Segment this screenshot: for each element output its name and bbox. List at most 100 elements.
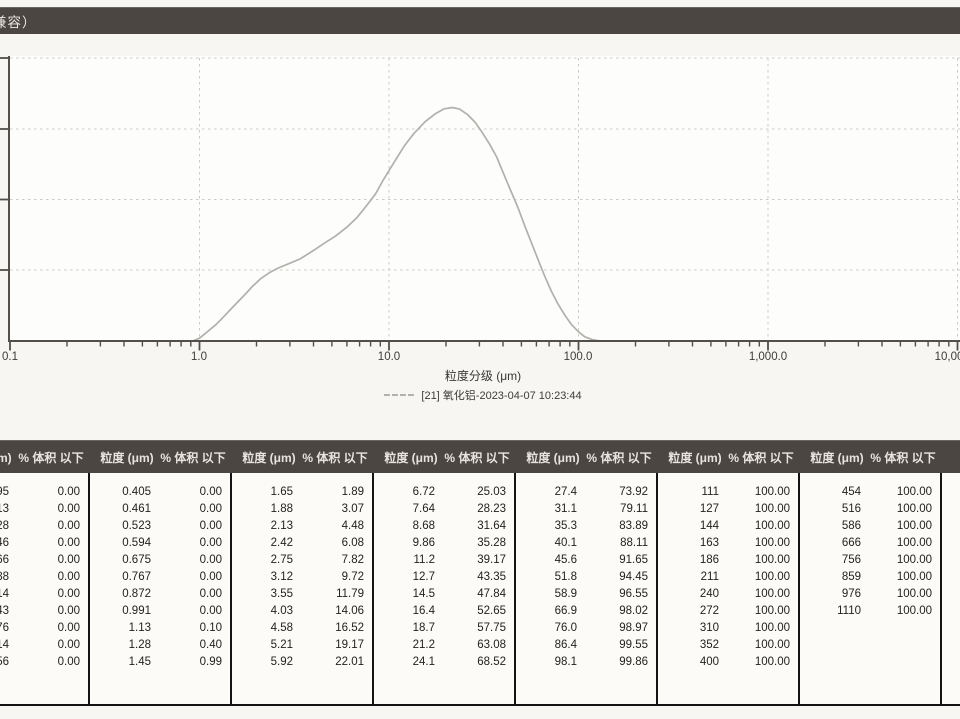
table-row: 1.13 0.10 [88, 620, 230, 637]
table-row: 3.12 9.72 [230, 569, 372, 586]
cell-percent-under: 25.03 [477, 486, 506, 498]
cell-percent-under: 0.99 [199, 656, 222, 668]
col-header-size: 粒度 (μm) [0, 451, 12, 465]
table-row: 31.1 79.11 [514, 501, 656, 518]
plot-area [9, 56, 960, 341]
table-row: 111 100.00 [656, 484, 798, 501]
cell-percent-under: 100.00 [754, 503, 790, 515]
cell-size: 0.113 [0, 503, 9, 515]
cell-size: 66.9 [554, 605, 577, 617]
cell-percent-under: 14.06 [335, 605, 364, 617]
cell-percent-under: 100.00 [754, 571, 790, 583]
table-column-group: 粒度 (μm) % 体积 以下 6.72 25.03 7.64 28.23 8.68 31.6… [372, 440, 514, 704]
col-header-percent: % 体积 以下 [870, 451, 936, 465]
cell-size: 0.128 [0, 520, 9, 532]
cell-size: 2.75 [270, 554, 293, 566]
table-row: 18.7 57.75 [372, 620, 514, 637]
cell-size: 0.0995 [0, 486, 9, 498]
table-row: 7.64 28.23 [372, 501, 514, 518]
table-row: 976 100.00 [798, 586, 940, 603]
cell-percent-under: 83.89 [619, 520, 648, 532]
table-row: 27.4 73.92 [514, 484, 656, 501]
cell-percent-under: 98.02 [619, 605, 648, 617]
table-row: 1.65 1.89 [230, 484, 372, 501]
cell-percent-under: 0.00 [199, 520, 222, 532]
table-row: 400 100.00 [656, 654, 798, 671]
table-row: 11.2 39.17 [372, 552, 514, 569]
cell-size: 3.12 [270, 571, 293, 583]
cell-percent-under: 0.00 [57, 554, 80, 566]
table-row: 1.88 3.07 [230, 501, 372, 518]
x-axis [8, 340, 960, 351]
table-row: 1.45 0.99 [88, 654, 230, 671]
cell-size: 0.991 [122, 605, 151, 617]
table-row: 12.7 43.35 [372, 569, 514, 586]
cell-size: 0.356 [0, 656, 9, 668]
table-column-group: 粒度 (μm) % 体积 以下 454 100.00 516 100.00 586 100.0… [798, 440, 940, 704]
table-row: 272 100.00 [656, 603, 798, 620]
cell-size: 2.13 [270, 520, 293, 532]
table-column-divider [940, 473, 942, 704]
cell-size: 31.1 [554, 503, 577, 515]
table-bottom-border [0, 704, 960, 706]
table-row: 144 100.00 [656, 518, 798, 535]
table-row: 163 100.00 [656, 535, 798, 552]
chart-canvas [0, 56, 960, 351]
table-row: 0.0995 0.00 [0, 484, 88, 501]
table-row: 4.58 16.52 [230, 620, 372, 637]
cell-percent-under: 0.00 [199, 605, 222, 617]
table-row: 352 100.00 [656, 637, 798, 654]
table-row: 0.872 0.00 [88, 586, 230, 603]
cell-size: 16.4 [412, 605, 435, 617]
col-header-percent: % 体积 以下 [444, 451, 510, 465]
table-row: 86.4 99.55 [514, 637, 656, 654]
cell-size: 272 [699, 605, 719, 617]
table-row: 2.75 7.82 [230, 552, 372, 569]
table-row: 0.214 0.00 [0, 586, 88, 603]
cell-size: 586 [841, 520, 861, 532]
table-row: 1.28 0.40 [88, 637, 230, 654]
cell-percent-under: 63.08 [477, 639, 506, 651]
cell-size: 0.872 [122, 588, 151, 600]
cell-size: 86.4 [554, 639, 577, 651]
cell-size: 1.45 [128, 656, 151, 668]
table-row: 40.1 88.11 [514, 535, 656, 552]
table-row: 0.461 0.00 [88, 501, 230, 518]
cell-percent-under: 100.00 [754, 639, 790, 651]
cell-size: 27.4 [554, 486, 577, 498]
cell-percent-under: 98.97 [619, 622, 648, 634]
table-row: 21.2 63.08 [372, 637, 514, 654]
x-axis-minor-ticks [66, 341, 950, 347]
table-row: 0.314 0.00 [0, 637, 88, 654]
cell-size: 4.03 [270, 605, 293, 617]
cell-size: 14.5 [412, 588, 435, 600]
table-row: 0.188 0.00 [0, 569, 88, 586]
col-header-size: 粒度 (μm) [668, 451, 722, 465]
cell-size: 400 [699, 656, 719, 668]
x-tick-label: 1,000.0 [748, 351, 788, 363]
table-row: 35.3 83.89 [514, 518, 656, 535]
cell-percent-under: 9.72 [341, 571, 364, 583]
cell-size: 24.1 [412, 656, 435, 668]
cell-size: 127 [699, 503, 719, 515]
cell-percent-under: 0.00 [57, 571, 80, 583]
table-row: 3.55 11.79 [230, 586, 372, 603]
cell-size: 1.28 [128, 639, 151, 651]
cell-size: 976 [841, 588, 861, 600]
cell-percent-under: 0.00 [57, 656, 80, 668]
cell-size: 12.7 [412, 571, 435, 583]
cell-size: 45.6 [554, 554, 577, 566]
table-row: 66.9 98.02 [514, 603, 656, 620]
table-row: 0.675 0.00 [88, 552, 230, 569]
cell-percent-under: 99.86 [619, 656, 648, 668]
cell-size: 859 [841, 571, 861, 583]
table-row: 586 100.00 [798, 518, 940, 535]
cell-size: 6.72 [412, 486, 435, 498]
cell-size: 0.314 [0, 639, 9, 651]
table-row: 24.1 68.52 [372, 654, 514, 671]
cell-percent-under: 100.00 [754, 656, 790, 668]
title-bar: 兼容） [0, 7, 960, 34]
table-row: 454 100.00 [798, 484, 940, 501]
distribution-curve [191, 106, 601, 342]
cell-percent-under: 47.84 [477, 588, 506, 600]
